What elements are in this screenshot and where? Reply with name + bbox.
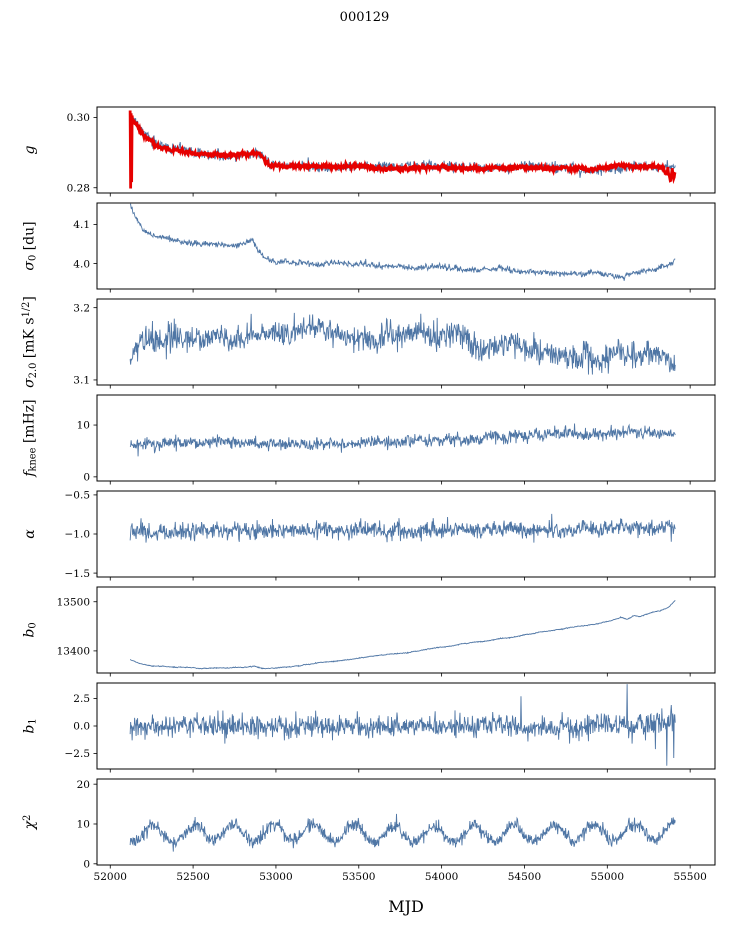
- y-tick-label: 0.30: [67, 112, 90, 124]
- series-line-alpha: [129, 513, 676, 543]
- series-line-sigma20: [129, 312, 676, 375]
- y-tick-label: 0.28: [67, 182, 90, 194]
- x-tick-label: 53000: [259, 871, 292, 883]
- y-axis-label-chi2: χ2: [21, 814, 39, 830]
- series-line-b0: [130, 600, 676, 670]
- panel-alpha: −1.5 −1.0 −0.5: [65, 490, 716, 581]
- y-tick-label: −0.5: [65, 490, 91, 502]
- x-axis-label: MJD: [388, 897, 424, 916]
- y-tick-label: 0.0: [73, 721, 90, 733]
- panel-frame: [96, 298, 716, 386]
- panel-frame: [96, 106, 716, 194]
- x-tick-label: 52000: [94, 871, 127, 883]
- x-tick-label: 54500: [508, 871, 541, 883]
- panel-sigma0: 4.0 4.1: [73, 202, 716, 293]
- y-axis-label-b0: b0: [21, 622, 39, 638]
- y-tick-label: 3.2: [73, 302, 90, 314]
- y-tick-label: −1.5: [65, 568, 91, 580]
- panel-g: 0.28 0.30: [67, 106, 716, 197]
- y-axis-label-b1: b1: [21, 718, 39, 734]
- series-line-fknee: [129, 423, 676, 457]
- y-tick-label: 3.1: [73, 375, 90, 387]
- panel-fknee: 0 10: [77, 394, 716, 485]
- y-axis-label-g: g: [22, 145, 38, 155]
- y-axis-label-fknee: fknee [mHz]: [21, 399, 39, 477]
- y-tick-label: 0: [83, 858, 90, 870]
- y-tick-label: 10: [77, 420, 90, 432]
- x-tick-label: 55500: [673, 871, 706, 883]
- x-tick-label: 55000: [591, 871, 624, 883]
- series-line-g-fit: [128, 110, 677, 189]
- series-line-sigma0: [129, 203, 676, 281]
- panel-chi2: 52000 52500 53000 53500 54000 54500 55000 55500…: [77, 778, 716, 883]
- panel-frame: [96, 490, 716, 578]
- figure-title: 000129: [339, 10, 390, 25]
- y-tick-label: 4.0: [73, 258, 90, 270]
- y-axis-label-sigma20: σ2.0 [mK s1/2]: [21, 296, 39, 388]
- y-axis-label-alpha: α: [22, 529, 38, 539]
- panel-frame: [96, 394, 716, 482]
- panel-sigma20: 3.1 3.2: [73, 298, 716, 389]
- x-tick-label: 52500: [176, 871, 209, 883]
- panel-frame: [96, 202, 716, 290]
- panel-b0: 13400 13500: [57, 586, 716, 677]
- series-line-chi2: [129, 813, 676, 852]
- series-line-b1: [129, 684, 676, 766]
- y-tick-label: 2.5: [73, 693, 90, 705]
- y-tick-label: −1.0: [65, 529, 91, 541]
- y-axis-label-sigma0: σ0 [du]: [21, 221, 39, 271]
- y-tick-label: 20: [77, 779, 90, 791]
- y-tick-label: 0: [83, 472, 90, 484]
- y-tick-label: 13500: [57, 596, 90, 608]
- y-tick-label: −2.5: [65, 748, 91, 760]
- y-tick-label: 4.1: [73, 219, 90, 231]
- panel-b1: −2.5 0.0 2.5: [65, 682, 716, 773]
- x-tick-label: 54000: [425, 871, 458, 883]
- y-tick-label: 13400: [57, 646, 90, 658]
- x-tick-label: 53500: [342, 871, 375, 883]
- panel-frame: [96, 778, 716, 866]
- y-tick-label: 10: [77, 819, 90, 831]
- panel-frame: [96, 682, 716, 770]
- panel-frame: [96, 586, 716, 674]
